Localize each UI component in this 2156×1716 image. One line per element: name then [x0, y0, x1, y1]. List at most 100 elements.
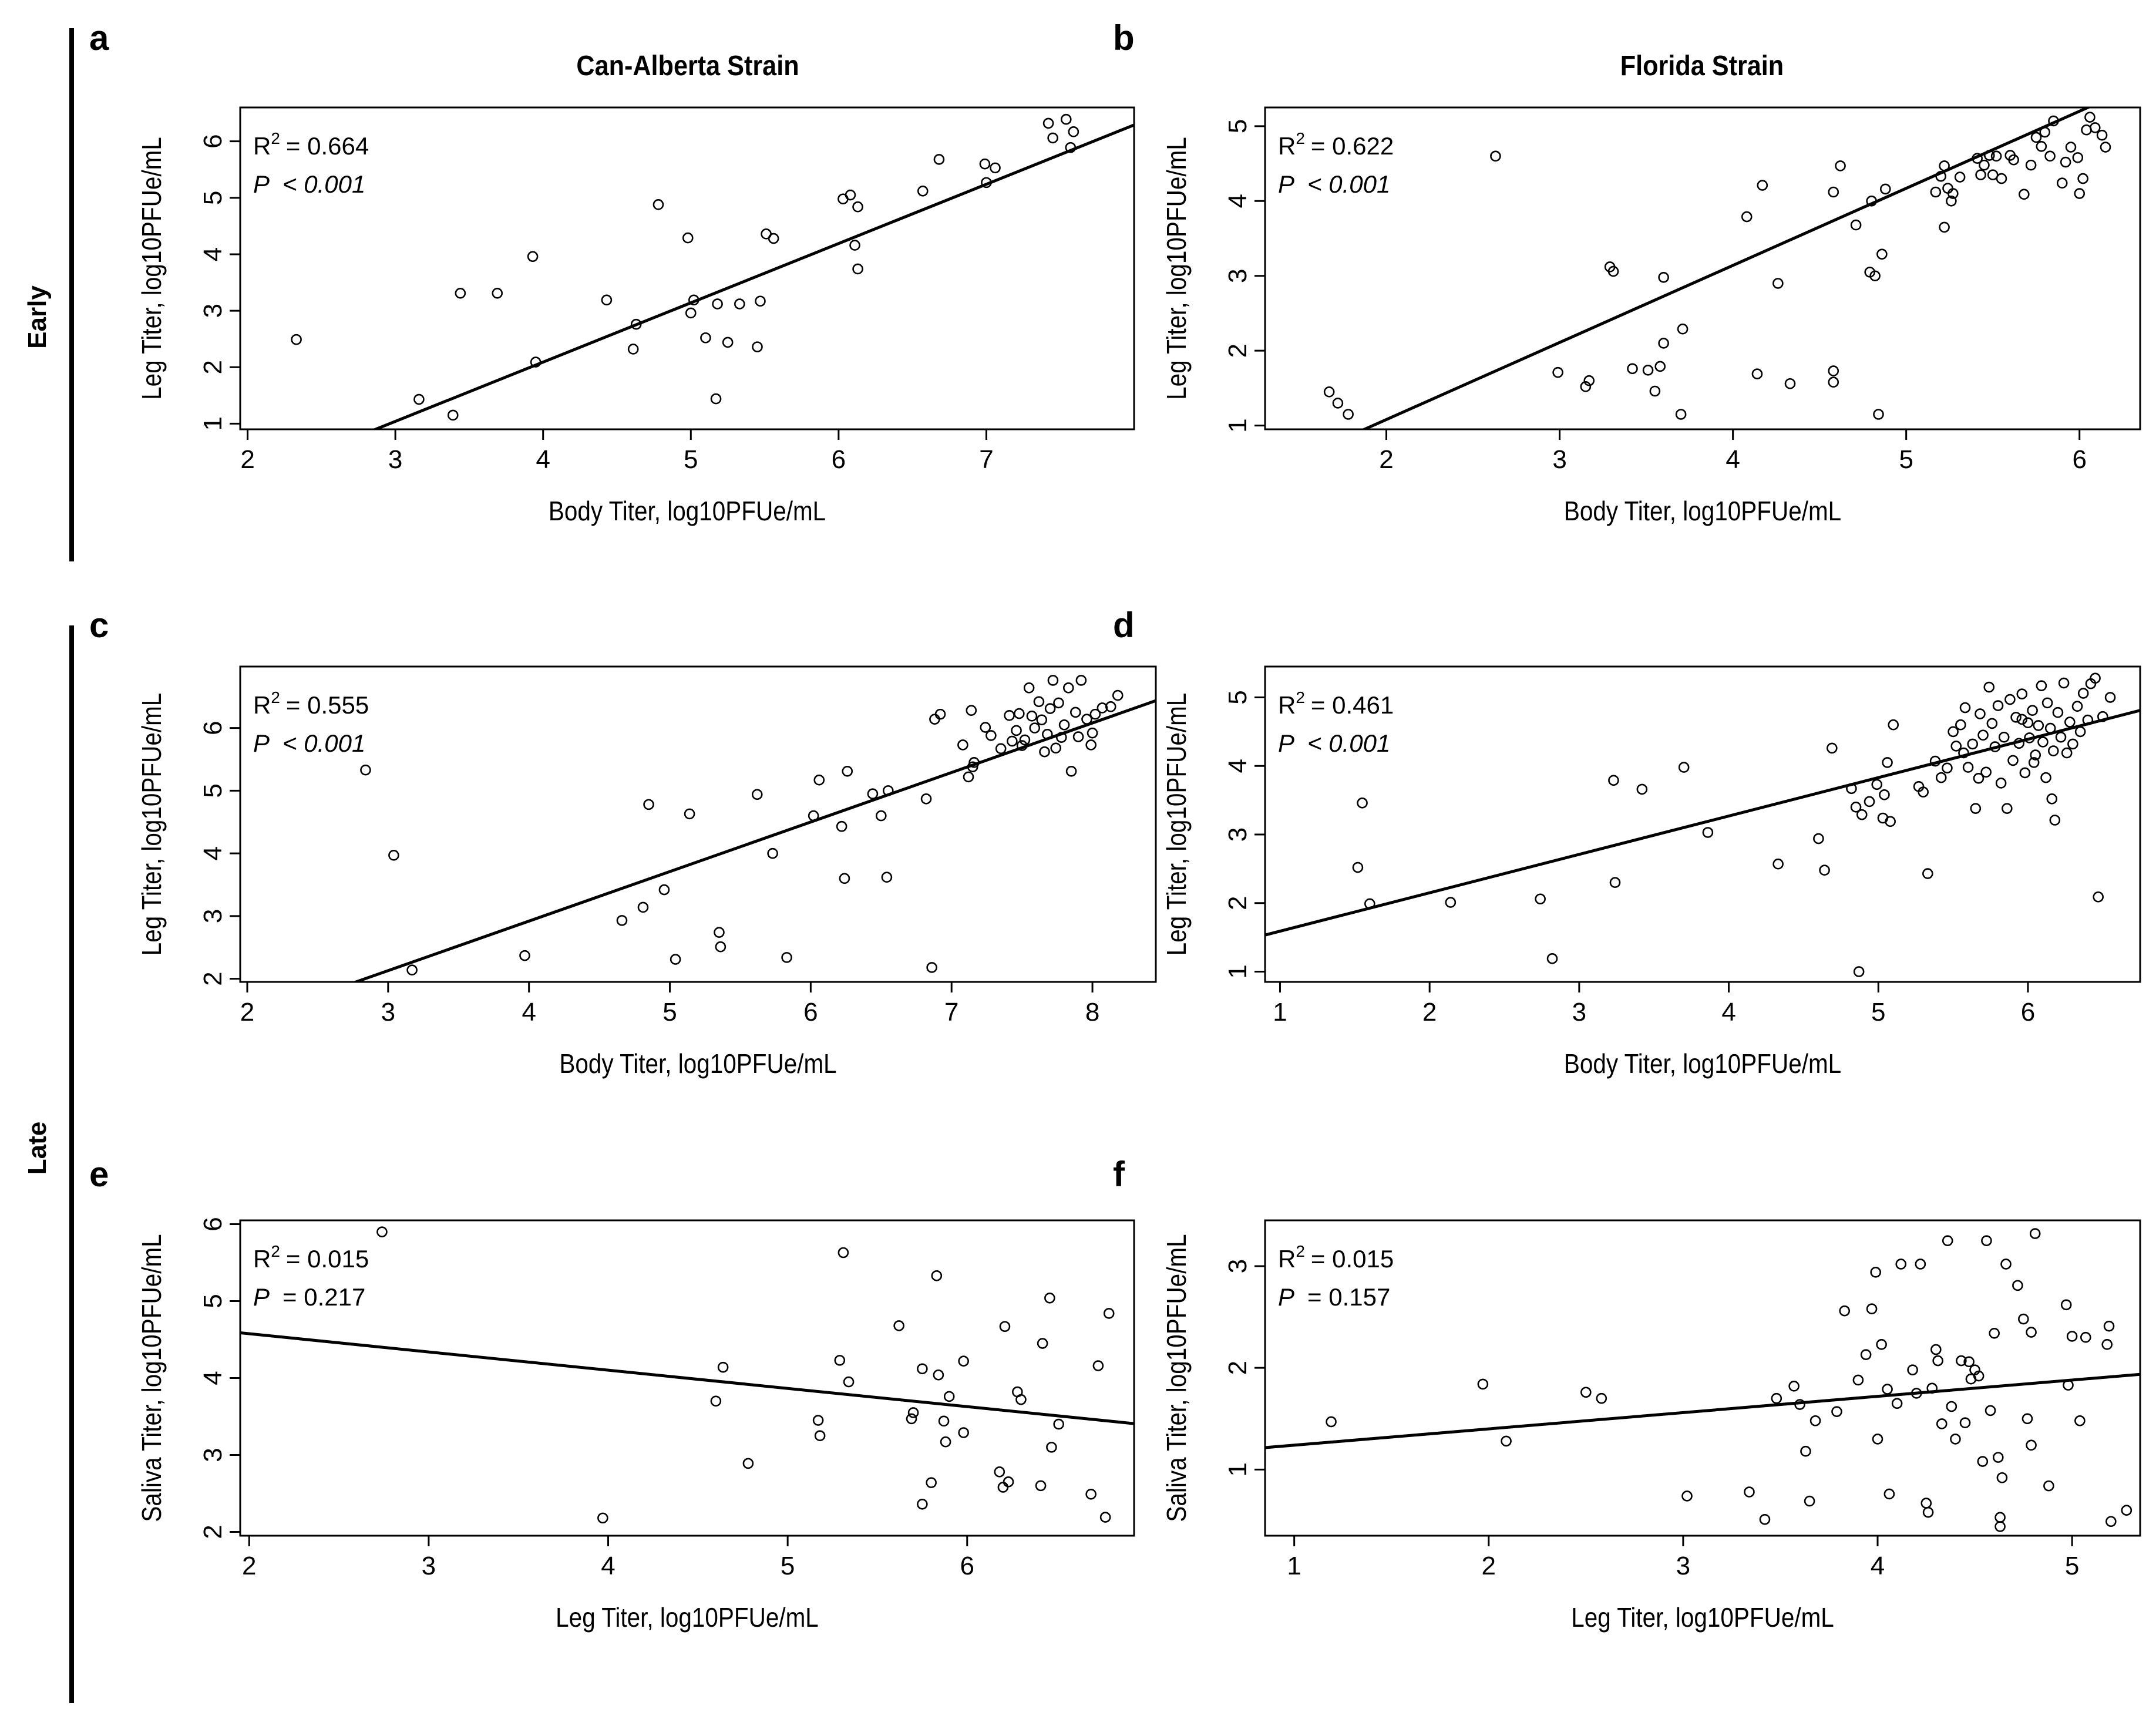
data-point	[1343, 409, 1354, 420]
data-point	[1994, 1512, 2006, 1523]
data-point	[1580, 381, 1592, 392]
data-point	[1983, 681, 1995, 693]
y-tick-label: 4	[199, 1371, 227, 1385]
stat-r-superscript: 2	[271, 688, 280, 706]
data-point	[1959, 702, 1971, 714]
data-point	[1042, 729, 1053, 740]
data-point	[1089, 708, 1101, 720]
x-tick-label: 6	[832, 445, 846, 474]
data-point	[752, 341, 763, 352]
data-point	[2101, 1339, 2113, 1350]
data-point	[1477, 1378, 1489, 1390]
data-point	[2089, 122, 2101, 133]
data-point	[1950, 1434, 1961, 1445]
data-point	[1852, 1374, 1864, 1386]
data-point	[1784, 378, 1796, 389]
data-point	[1642, 365, 1654, 376]
data-point	[814, 1430, 826, 1442]
data-point	[767, 847, 778, 859]
data-point	[1989, 1327, 2000, 1339]
data-point	[2044, 150, 2056, 162]
data-point	[643, 799, 654, 810]
data-point	[1033, 696, 1045, 708]
data-point	[938, 1415, 950, 1427]
data-point	[2081, 124, 2092, 136]
data-point	[812, 1415, 824, 1426]
data-point	[1007, 735, 1018, 747]
data-point	[1087, 727, 1098, 739]
data-point	[1675, 409, 1687, 420]
data-point	[1751, 368, 1763, 379]
data-point	[1939, 221, 1950, 233]
data-point	[994, 1466, 1005, 1478]
data-point	[630, 318, 642, 330]
data-point	[1850, 802, 1862, 813]
regression-line	[1265, 1372, 2140, 1449]
panel-letter: b	[1113, 18, 1135, 58]
data-point	[1332, 398, 1344, 409]
data-point	[2077, 688, 2089, 699]
data-point	[2055, 731, 2067, 743]
y-tick-label: 4	[199, 846, 227, 860]
y-axis-label: Leg Titer, log10PFUe/mL	[137, 137, 167, 400]
data-point	[1995, 778, 2007, 789]
data-point	[917, 1363, 928, 1375]
stat-r-squared: R2 = 0.461	[1278, 688, 1394, 719]
data-point	[1357, 798, 1368, 809]
data-point	[1352, 862, 1364, 873]
y-tick-label: 5	[199, 191, 227, 205]
data-point	[836, 820, 847, 832]
y-tick-label: 6	[199, 721, 227, 735]
data-point	[712, 298, 723, 309]
data-point	[1920, 1498, 1932, 1509]
data-point	[2002, 803, 2013, 814]
data-point	[2033, 720, 2044, 731]
data-point	[519, 950, 530, 961]
data-point	[1099, 1512, 1111, 1523]
data-point	[1866, 196, 1877, 207]
x-axis-label: Body Titer, log10PFUe/mL	[1564, 1049, 1841, 1079]
data-point	[1827, 742, 1838, 754]
data-point	[1876, 248, 1888, 260]
y-tick-label: 3	[1223, 827, 1252, 842]
data-point	[1003, 1476, 1014, 1488]
chart-title: Florida Strain	[1620, 50, 1784, 82]
y-tick-label: 3	[199, 1448, 227, 1462]
data-point	[2074, 188, 2086, 199]
data-point	[1839, 1305, 1851, 1317]
data-point	[967, 761, 978, 773]
data-point	[1608, 775, 1619, 786]
y-tick-label: 3	[199, 909, 227, 923]
data-point	[1037, 1338, 1048, 1349]
y-tick-label: 2	[1223, 1361, 1252, 1375]
y-tick-label: 1	[1223, 418, 1252, 432]
stat-p-number: < 0.001	[282, 729, 365, 757]
plot-frame	[1264, 106, 2141, 430]
x-tick-label: 3	[1552, 445, 1566, 474]
data-point	[2066, 1331, 2078, 1342]
data-point	[616, 915, 628, 926]
data-point	[2027, 705, 2038, 716]
data-point	[926, 962, 937, 973]
data-point	[1744, 1486, 1755, 1498]
data-point	[710, 393, 722, 405]
data-point	[2022, 717, 2034, 729]
data-point	[1075, 675, 1087, 686]
x-tick-label: 5	[1899, 445, 1913, 474]
data-point	[1445, 897, 1457, 908]
data-point	[2004, 694, 2016, 705]
stat-p-label: P	[253, 1283, 270, 1311]
data-point	[1996, 173, 2007, 184]
data-point	[968, 757, 980, 768]
data-point	[2026, 1439, 2037, 1451]
data-point	[658, 884, 670, 896]
data-point	[1948, 188, 1959, 199]
data-point	[2036, 680, 2047, 691]
stat-p-label: P	[253, 170, 270, 198]
data-point	[1828, 186, 1839, 198]
data-point	[837, 1247, 849, 1259]
data-point	[413, 393, 425, 405]
data-point	[1929, 755, 1941, 767]
y-tick-label: 1	[1223, 964, 1252, 978]
panel-c: c 2 3 4 5 6 7 8 2 3 4 5 6 Body Titer, log10PFUe/mL Leg…	[89, 605, 1157, 1079]
